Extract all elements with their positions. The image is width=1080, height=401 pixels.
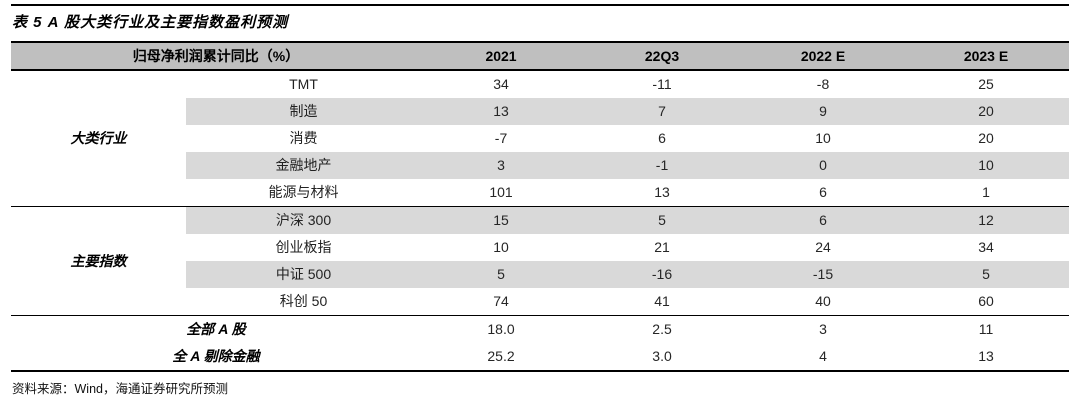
cell-value: 6: [743, 205, 904, 234]
cell-value: 5: [581, 205, 744, 234]
summary-row-all-a-shares: 全部 A 股 18.0 2.5 3 11: [11, 314, 1070, 343]
cell-value: 21: [654, 239, 670, 255]
table-title: 表 5 A 股大类行业及主要指数盈利预测: [12, 13, 289, 31]
column-header-2023e: 2023 E: [903, 41, 1070, 71]
column-header-22q3: 22Q3: [581, 41, 744, 71]
cell-value: -8: [816, 76, 830, 92]
cell-value: 4: [819, 348, 827, 364]
cell-value: 74: [493, 293, 509, 309]
row-name: 金融地产: [186, 151, 422, 179]
table-row: 科创 50 74 41 40 60: [11, 288, 1069, 316]
cell-value: 10: [815, 130, 831, 146]
source-note: 资料来源：Wind，海通证券研究所预测: [12, 381, 228, 396]
row-name: 能源与材料: [268, 184, 339, 200]
row-name: 制造: [186, 97, 422, 125]
summary-row-label: 全 A 剔除金融: [172, 348, 260, 364]
title-overline: [11, 4, 1069, 6]
cell-value: 20: [978, 130, 994, 146]
cell-value: 7: [581, 97, 744, 125]
table-row: 主要指数 沪深 300 15 5 6 12: [11, 205, 1070, 315]
group-label-indices: 主要指数: [11, 205, 186, 315]
header-row: 归母净利润累计同比（%） 2021 22Q3 2022 E 2023 E: [11, 41, 1070, 71]
header-metric-label: 归母净利润累计同比（%）: [11, 41, 422, 71]
cell-value: 15: [421, 205, 582, 234]
cell-value: -7: [494, 130, 508, 146]
cell-value: 60: [978, 293, 994, 309]
row-name: 沪深 300: [186, 205, 422, 234]
row-name: TMT: [289, 76, 318, 92]
cell-value: 18.0: [421, 314, 582, 343]
cell-value: 1: [982, 184, 990, 200]
row-name: 创业板指: [275, 239, 332, 255]
column-header-2022e: 2022 E: [743, 41, 904, 71]
cell-value: 10: [903, 151, 1070, 179]
cell-value: 34: [493, 76, 509, 92]
table-row: 中证 500 5 -16 -15 5: [11, 260, 1070, 288]
cell-value: -11: [652, 76, 672, 92]
cell-value: 101: [489, 184, 513, 200]
table-row: 能源与材料 101 13 6 1: [11, 179, 1069, 207]
cell-value: 3: [743, 314, 904, 343]
cell-value: 13: [421, 97, 582, 125]
cell-value: 2.5: [581, 314, 744, 343]
cell-value: 25: [978, 76, 994, 92]
table-row: 制造 13 7 9 20: [11, 97, 1070, 125]
cell-value: 3.0: [652, 348, 672, 364]
table-row: 大类行业 TMT 34 -11 -8 25: [11, 69, 1069, 206]
cell-value: 20: [903, 97, 1070, 125]
cell-value: 9: [743, 97, 904, 125]
cell-value: 10: [493, 239, 509, 255]
cell-value: 3: [421, 151, 582, 179]
summary-row-ex-financials: 全 A 剔除金融 25.2 3.0 4 13: [11, 343, 1069, 371]
cell-value: 40: [815, 293, 831, 309]
cell-value: 25.2: [487, 348, 515, 364]
cell-value: 41: [654, 293, 670, 309]
cell-value: 6: [658, 130, 666, 146]
cell-value: 13: [978, 348, 994, 364]
row-name: 科创 50: [279, 293, 328, 309]
cell-value: 13: [654, 184, 670, 200]
cell-value: 5: [421, 260, 582, 288]
summary-row-label: 全部 A 股: [11, 314, 422, 343]
cell-value: -16: [581, 260, 744, 288]
table-row: 创业板指 10 21 24 34: [11, 234, 1069, 261]
cell-value: 12: [903, 205, 1070, 234]
earnings-forecast-table: 归母净利润累计同比（%） 2021 22Q3 2022 E 2023 E 大类行…: [11, 40, 1070, 372]
row-name: 消费: [289, 130, 318, 146]
cell-value: -1: [581, 151, 744, 179]
row-name: 中证 500: [186, 260, 422, 288]
cell-value: 6: [819, 184, 827, 200]
cell-value: 24: [815, 239, 831, 255]
table-row: 消费 -7 6 10 20: [11, 125, 1069, 152]
cell-value: -15: [743, 260, 904, 288]
column-header-2021: 2021: [421, 41, 582, 71]
cell-value: 11: [903, 314, 1070, 343]
cell-value: 0: [743, 151, 904, 179]
table-row: 金融地产 3 -1 0 10: [11, 151, 1070, 179]
cell-value: 34: [978, 239, 994, 255]
cell-value: 5: [903, 260, 1070, 288]
group-label-industries: 大类行业: [11, 69, 186, 206]
